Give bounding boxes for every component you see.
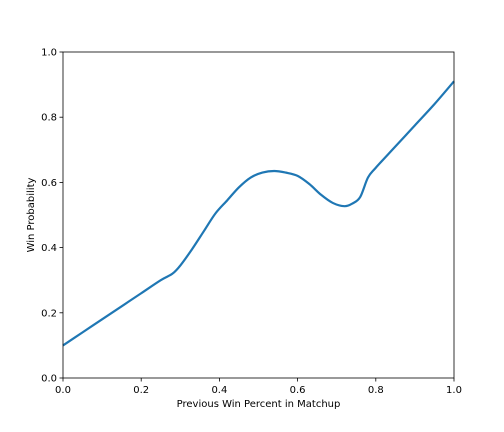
x-tick-label: 0.2: [133, 385, 149, 396]
x-tick-label: 0.4: [211, 385, 227, 396]
x-tick-label: 0.8: [368, 385, 384, 396]
y-tick-label: 0.2: [41, 308, 57, 319]
y-tick-label: 1.0: [41, 48, 57, 59]
y-tick-label: 0.8: [41, 113, 57, 124]
x-tick-label: 0.0: [55, 385, 71, 396]
plot-area-frame: [62, 51, 455, 379]
x-axis-label: Previous Win Percent in Matchup: [177, 399, 341, 410]
y-tick-label: 0.0: [41, 374, 57, 385]
y-axis-label: Win Probability: [26, 178, 37, 253]
x-tick-label: 0.6: [290, 385, 306, 396]
x-tick-label: 1.0: [446, 385, 462, 396]
y-tick-label: 0.4: [41, 243, 57, 254]
y-tick-label: 0.6: [41, 178, 57, 189]
x-axis-ticks: 0.0 0.2 0.4 0.6 0.8 1.0: [55, 378, 462, 396]
y-axis-ticks: 0.0 0.2 0.4 0.6 0.8 1.0: [41, 48, 63, 385]
plot-area-background: [63, 52, 454, 378]
series-line: [62, 80, 455, 347]
series-layer: [62, 80, 455, 347]
